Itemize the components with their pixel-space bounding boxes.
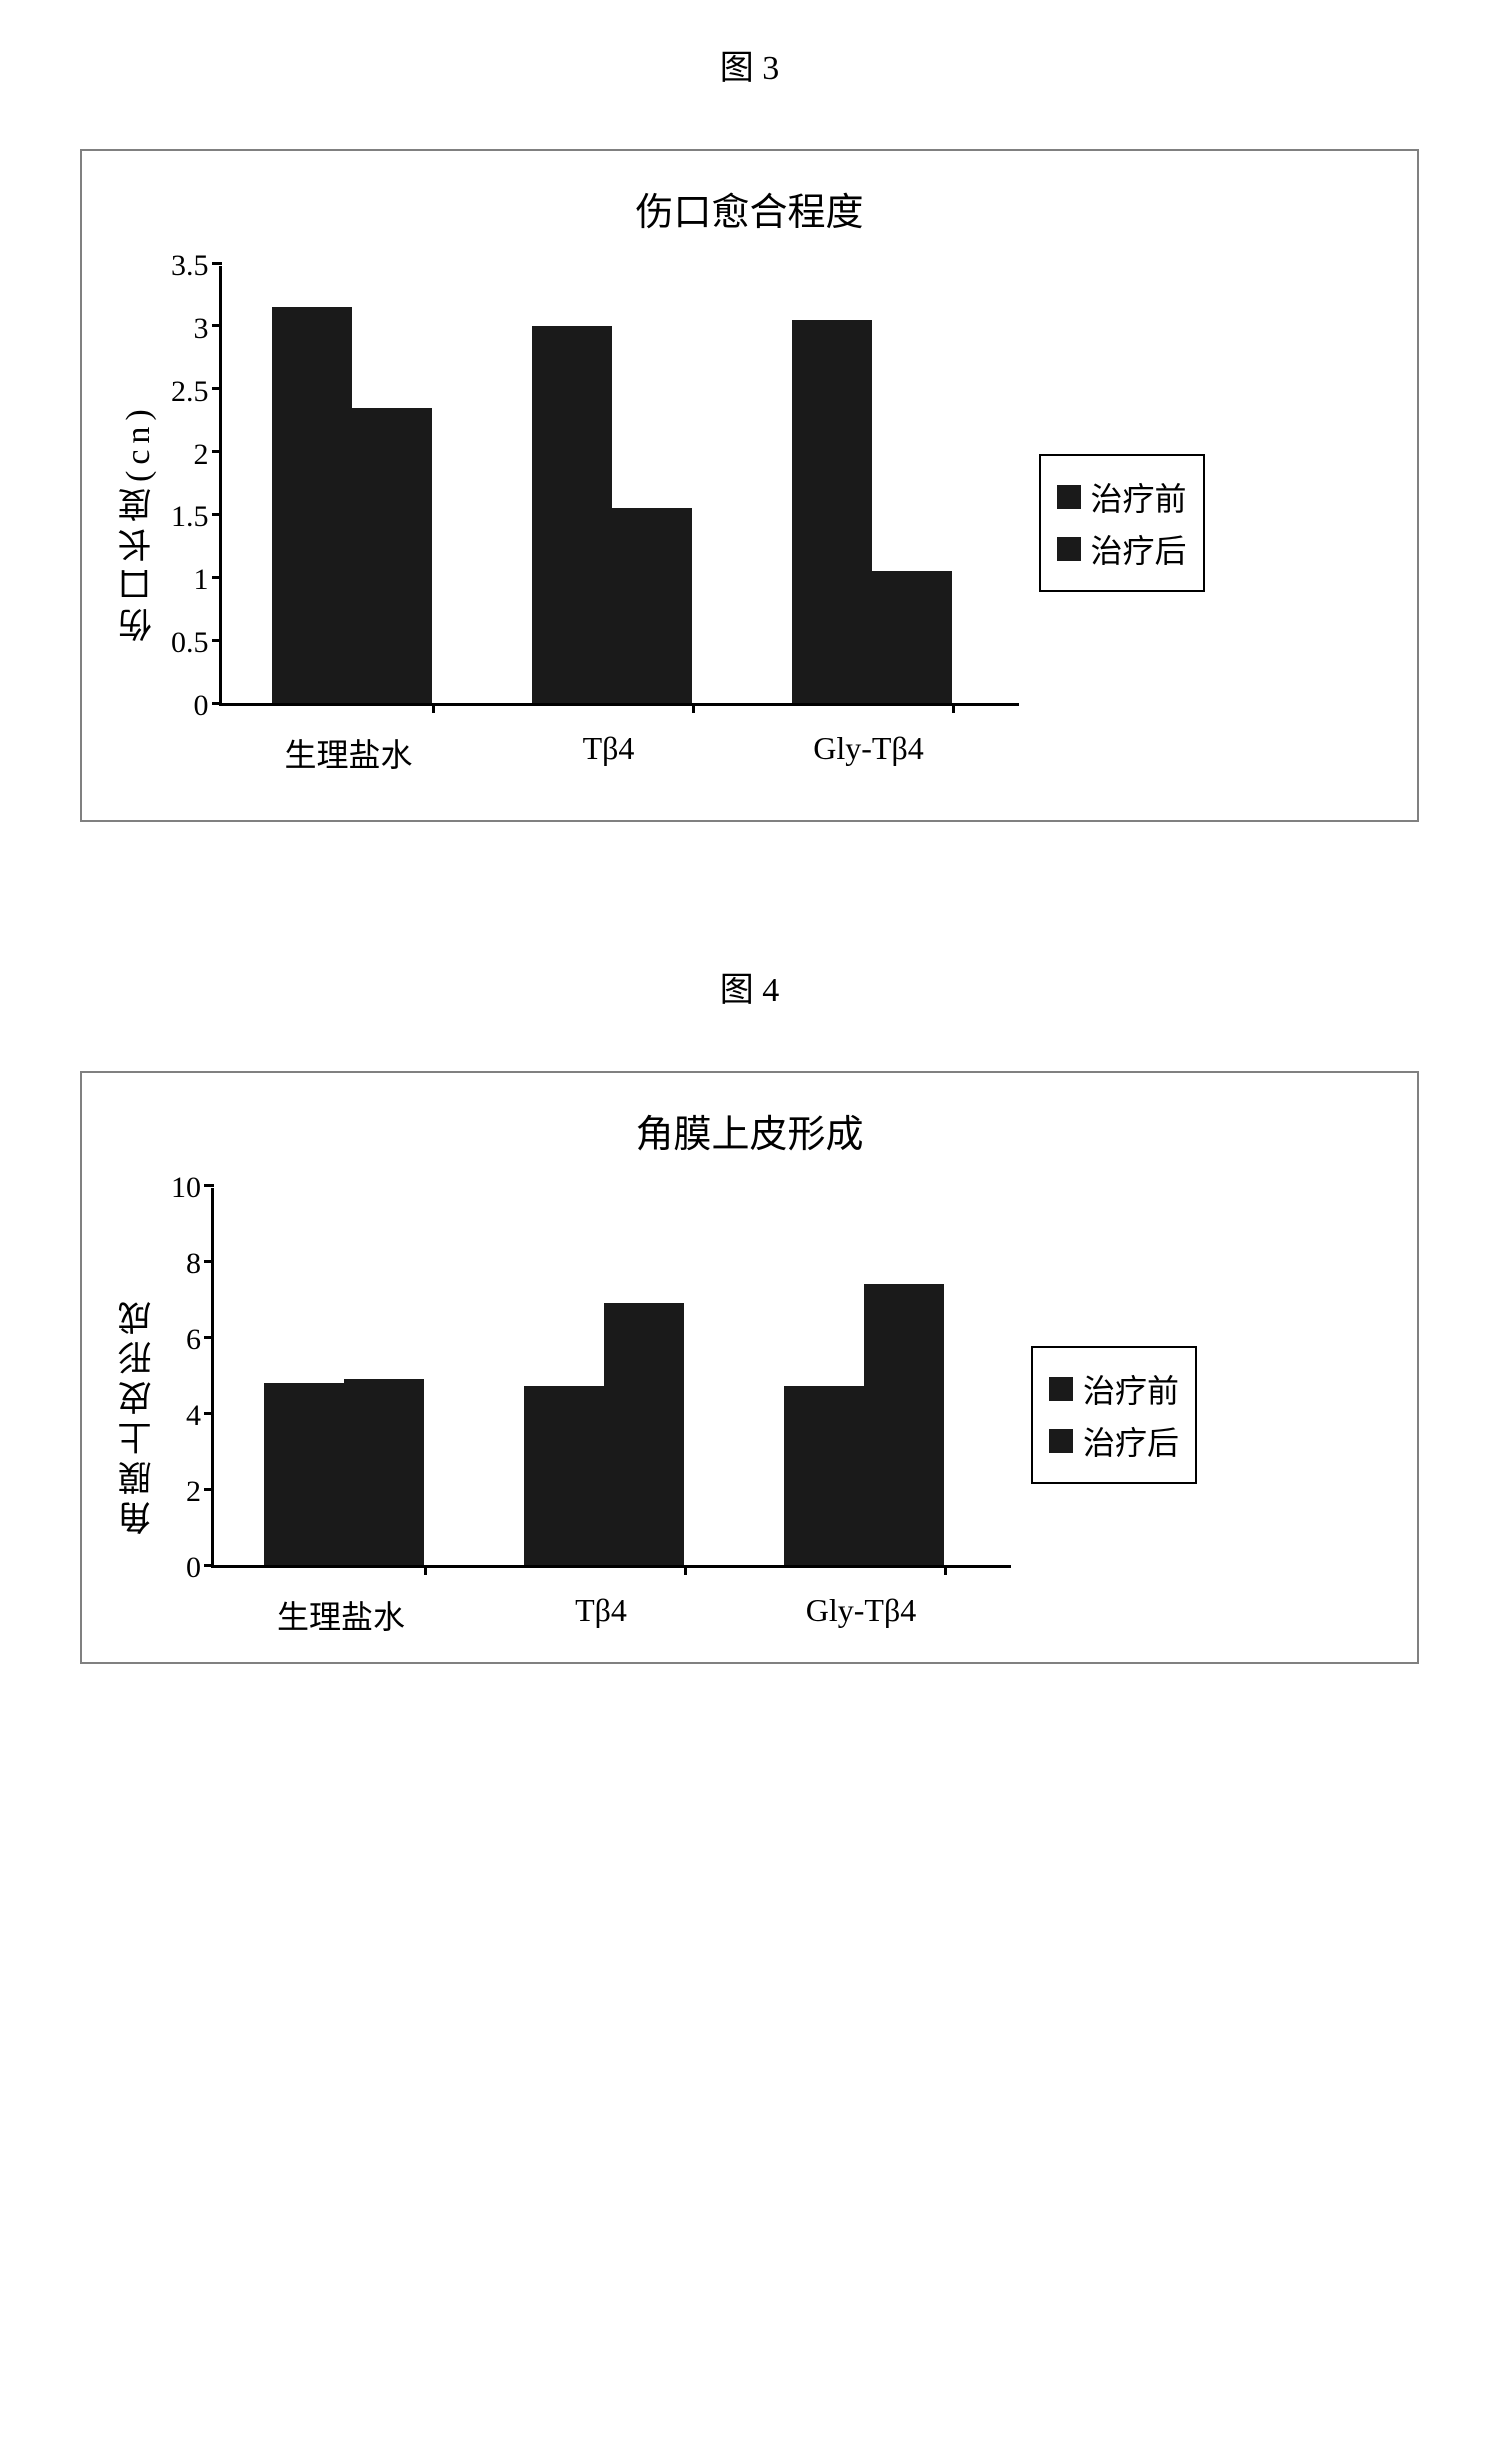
x-tick-label: Tβ4 xyxy=(583,730,635,767)
bar xyxy=(872,571,952,703)
bar xyxy=(532,326,612,703)
legend: 治疗前 治疗后 xyxy=(1039,454,1205,592)
legend-swatch-icon xyxy=(1057,485,1081,509)
legend-swatch-icon xyxy=(1057,537,1081,561)
figure-4-chart: 角膜上皮形成 角膜上皮形成 1086420 生理盐水 Tβ4 Gly-Tβ4 治疗前… xyxy=(80,1071,1419,1664)
legend-item-before: 治疗前 xyxy=(1049,1366,1179,1412)
legend-label: 治疗前 xyxy=(1091,474,1187,520)
y-ticks: 1086420 xyxy=(171,1188,211,1568)
bars-row xyxy=(222,266,1019,703)
legend-label: 治疗后 xyxy=(1083,1418,1179,1464)
chart-title: 伤口愈合程度 xyxy=(106,181,1393,236)
y-axis-label: 伤口长度(cn) xyxy=(106,266,171,780)
bar xyxy=(864,1284,944,1565)
bar xyxy=(604,1303,684,1565)
bar xyxy=(264,1383,344,1565)
plot-area xyxy=(219,266,1019,706)
x-tick-label: Gly-Tβ4 xyxy=(806,1592,916,1629)
bar xyxy=(352,408,432,703)
figure-4-label: 图 4 xyxy=(80,962,1419,1011)
x-tick-label: 生理盐水 xyxy=(277,1592,405,1638)
legend-swatch-icon xyxy=(1049,1377,1073,1401)
x-tick-label: Tβ4 xyxy=(575,1592,627,1629)
bar xyxy=(272,307,352,703)
legend-label: 治疗后 xyxy=(1091,526,1187,572)
bar xyxy=(792,320,872,703)
legend-item-after: 治疗后 xyxy=(1049,1418,1179,1464)
legend-item-before: 治疗前 xyxy=(1057,474,1187,520)
y-axis-label: 角膜上皮形成 xyxy=(106,1188,171,1642)
x-tick-label: 生理盐水 xyxy=(284,730,412,776)
figure-3-chart: 伤口愈合程度 伤口长度(cn) 3.532.521.510.50 生理盐水Tβ4… xyxy=(80,149,1419,822)
legend-label: 治疗前 xyxy=(1083,1366,1179,1412)
x-tick-label: Gly-Tβ4 xyxy=(813,730,923,767)
plot-area xyxy=(211,1188,1011,1568)
bar xyxy=(784,1386,864,1565)
x-labels: 生理盐水 Tβ4 Gly-Tβ4 xyxy=(219,730,1019,780)
legend-item-after: 治疗后 xyxy=(1057,526,1187,572)
legend: 治疗前 治疗后 xyxy=(1031,1346,1197,1484)
bar xyxy=(612,508,692,703)
legend-swatch-icon xyxy=(1049,1429,1073,1453)
bar xyxy=(524,1386,604,1565)
chart-title: 角膜上皮形成 xyxy=(106,1103,1393,1158)
x-labels: 生理盐水 Tβ4 Gly-Tβ4 xyxy=(211,1592,1011,1642)
bar xyxy=(344,1379,424,1565)
bars-row xyxy=(214,1188,1011,1565)
figure-3-label: 图 3 xyxy=(80,40,1419,89)
